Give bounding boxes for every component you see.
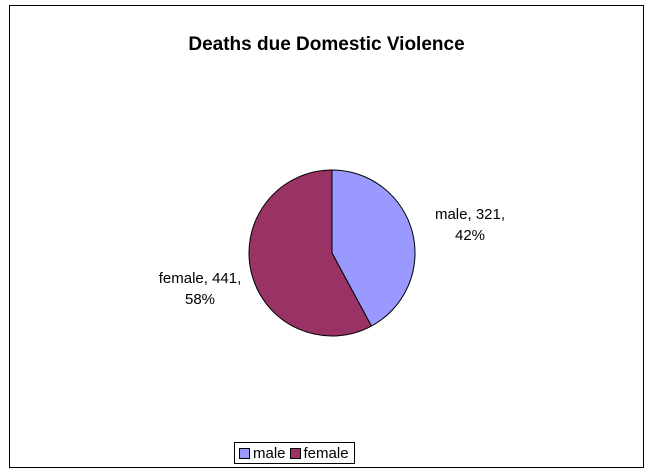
- chart-area: Deaths due Domestic Violence male, 321, …: [9, 5, 644, 468]
- legend-item-female: female: [289, 444, 349, 462]
- data-label-male: male, 321, 42%: [415, 204, 525, 246]
- legend: male female: [234, 442, 355, 464]
- data-label-male-line2: 42%: [454, 227, 486, 244]
- legend-label-female: female: [303, 444, 349, 462]
- legend-swatch-male: [239, 447, 250, 459]
- pie-slice-male: [331, 169, 416, 327]
- data-label-female: female, 441, 58%: [138, 268, 262, 310]
- data-label-female-line2: 58%: [184, 291, 216, 308]
- pie-slice-female: [248, 169, 373, 337]
- legend-item-male: male: [239, 445, 286, 462]
- data-label-male-line1: male, 321,: [434, 206, 506, 223]
- chart-title: Deaths due Domestic Violence: [188, 34, 465, 55]
- data-label-female-line1: female, 441,: [158, 270, 242, 287]
- legend-swatch-female: [289, 447, 301, 459]
- pie-chart: [248, 169, 416, 337]
- legend-label-male: male: [253, 444, 286, 462]
